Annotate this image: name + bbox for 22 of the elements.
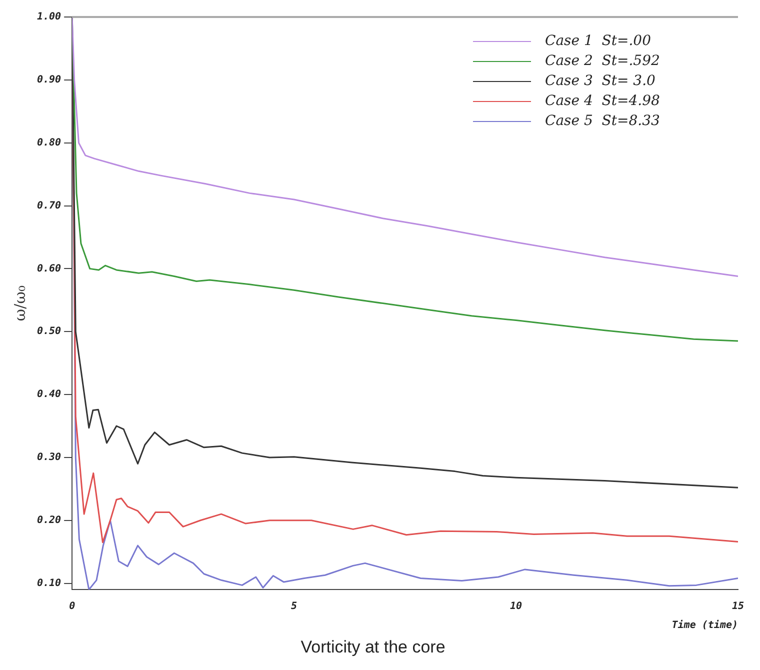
x-tick-label: 5 [291,601,298,612]
legend-label: Case 2 St=.592 [545,53,660,69]
y-tick-label: 1.00 [36,12,62,23]
legend-label: Case 4 St=4.98 [545,93,660,109]
y-tick-label: 0.80 [36,137,62,148]
y-axis-title: ω/ω₀ [10,286,29,322]
y-tick-label: 0.50 [36,326,62,338]
x-tick-label: 15 [732,601,744,612]
y-tick-label: 0.40 [36,389,62,400]
y-tick-label: 0.90 [36,74,62,86]
x-tick-label: 10 [510,601,522,612]
legend-label: Case 3 St= 3.0 [545,73,656,89]
y-tick-label: 0.70 [36,200,62,212]
y-tick-label: 0.20 [36,514,62,526]
y-tick-label: 0.10 [36,578,62,589]
x-axis-title: Time (time) [672,619,738,632]
y-tick-label: 0.60 [36,263,62,274]
legend-label: Case 1 St=.00 [545,33,651,49]
y-tick-label: 0.30 [36,452,62,464]
text: Vorticity at the core [300,637,446,656]
x-tick-label: 0 [69,601,76,612]
legend-label: Case 5 St=8.33 [545,113,660,129]
